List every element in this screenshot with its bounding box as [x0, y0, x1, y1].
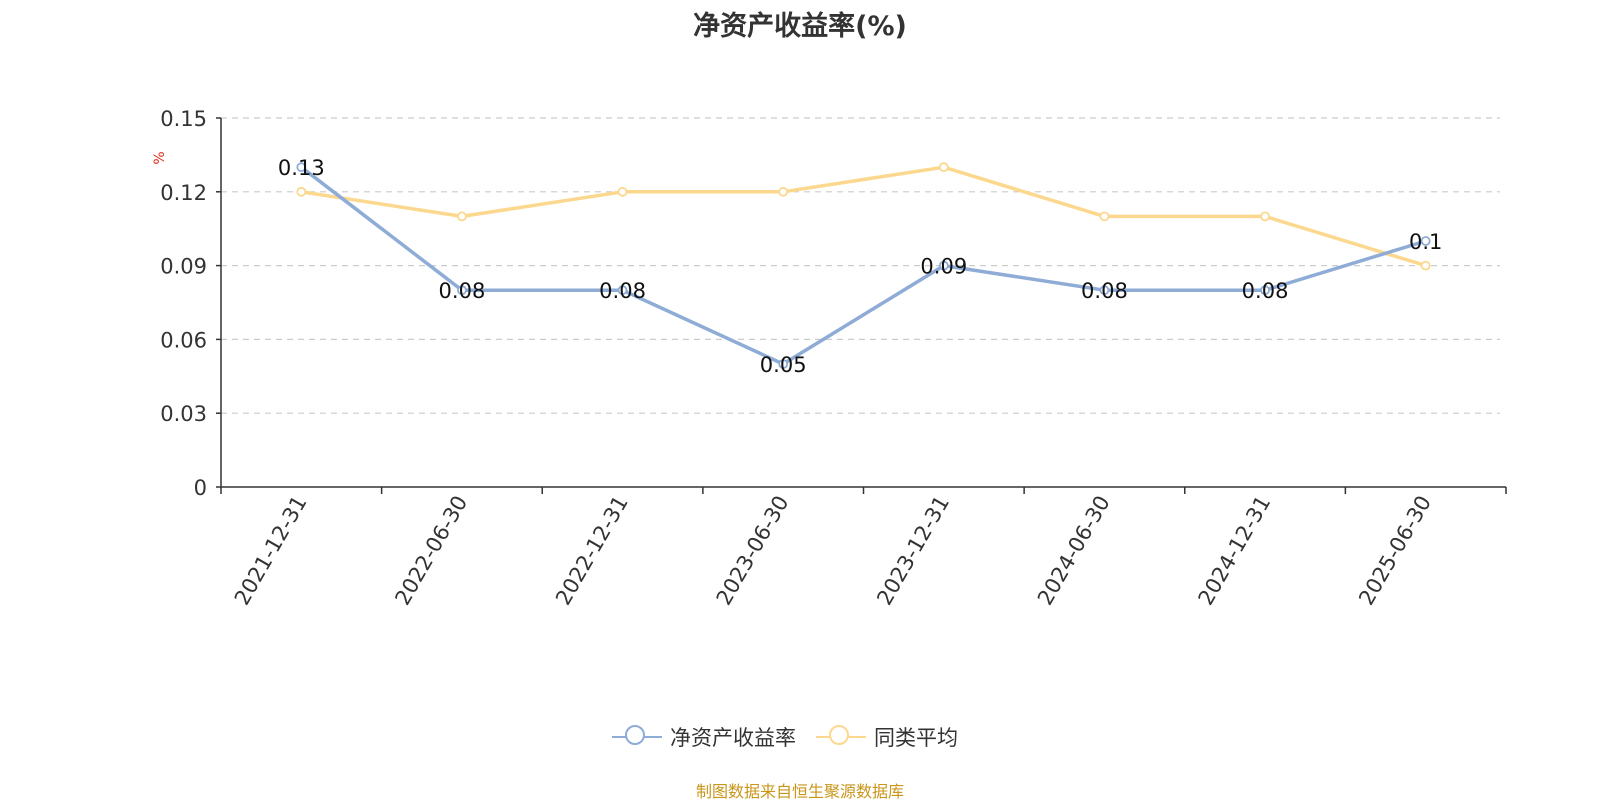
x-tick-label: 2025-06-30 — [1354, 492, 1436, 610]
data-point — [938, 260, 949, 271]
data-label: 0.05 — [760, 353, 807, 377]
y-tick-label: 0 — [194, 476, 207, 500]
y-tick-label: 0.06 — [160, 328, 207, 352]
legend: 净资产收益率 同类平均 — [612, 722, 978, 752]
x-tick-label: 2022-06-30 — [390, 492, 472, 610]
x-tick-label: 2023-06-30 — [712, 492, 794, 610]
data-point — [1099, 285, 1110, 296]
data-point — [938, 162, 949, 173]
x-tick-label: 2022-12-31 — [551, 492, 633, 610]
data-labels: 0.13 0.08 0.08 0.05 0.09 0.08 0.08 0.1 — [278, 156, 1442, 377]
x-tick-label: 2024-12-31 — [1194, 492, 1276, 610]
data-point — [617, 186, 628, 197]
y-tick-label: 0.12 — [160, 181, 207, 205]
x-tick-label: 2021-12-31 — [230, 492, 312, 610]
series-line-1 — [301, 165, 1427, 268]
data-point — [1260, 285, 1270, 296]
data-point — [1420, 236, 1431, 246]
y-tick-label: 0.03 — [160, 402, 207, 426]
data-label: 0.08 — [1081, 279, 1128, 303]
data-label: 0.13 — [278, 156, 325, 180]
data-point — [457, 211, 467, 222]
data-point — [1260, 211, 1270, 222]
series-lines — [300, 165, 1427, 366]
series-points — [296, 162, 1431, 369]
data-point — [1420, 260, 1431, 271]
legend-label: 净资产收益率 — [670, 726, 796, 750]
data-label: 0.08 — [439, 279, 486, 303]
data-label: 0.08 — [599, 279, 646, 303]
source-note: 制图数据来自恒生聚源数据库 — [695, 782, 904, 801]
legend-line-circle-icon — [816, 725, 866, 749]
data-point — [778, 359, 789, 369]
data-label: 0.1 — [1409, 230, 1442, 254]
grid-lines — [221, 117, 1500, 414]
chart-title: 净资产收益率(%) — [693, 11, 907, 42]
data-point — [296, 162, 307, 173]
y-tick-label: 0.09 — [160, 255, 207, 279]
data-point — [457, 285, 467, 296]
legend-item-peer-average[interactable]: 同类平均 — [816, 722, 958, 752]
y-axis-label: % — [152, 151, 168, 164]
data-label: 0.09 — [920, 255, 967, 279]
legend-line-circle-icon — [612, 725, 662, 749]
data-point — [617, 285, 628, 296]
data-point — [1099, 211, 1110, 222]
axes: 0 0.03 0.06 0.09 0.12 0.15% 2021-12-31 2022-06-… — [152, 107, 1507, 610]
legend-item-roe[interactable]: 净资产收益率 — [612, 722, 796, 752]
data-point — [296, 186, 307, 197]
legend-label: 同类平均 — [874, 726, 958, 750]
data-label: 0.08 — [1242, 279, 1289, 303]
x-tick-label: 2023-12-31 — [872, 492, 954, 610]
series-line-0 — [300, 165, 1427, 366]
y-tick-label: 0.15 — [160, 107, 207, 131]
x-tick-label: 2024-06-30 — [1033, 492, 1115, 610]
data-point — [778, 186, 789, 197]
